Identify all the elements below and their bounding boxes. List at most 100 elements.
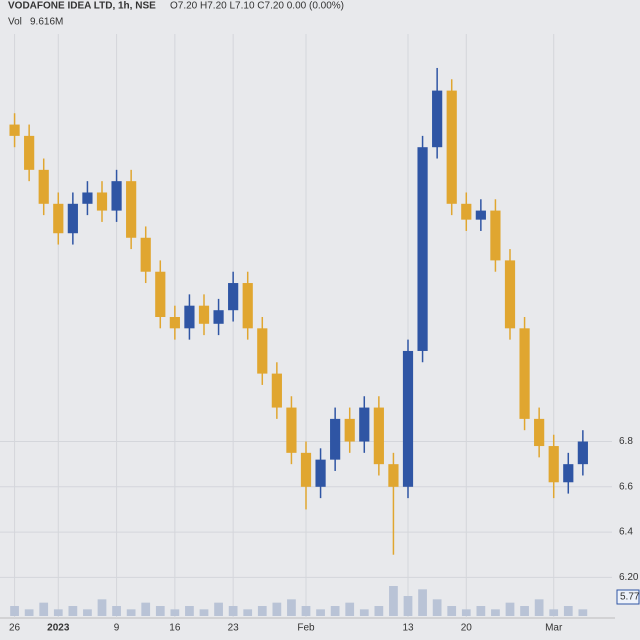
candle-body <box>96 192 108 211</box>
x-tick-label: 2023 <box>47 623 70 634</box>
candle-body <box>417 147 428 351</box>
candle-body <box>67 203 78 234</box>
candle-body <box>53 203 64 234</box>
volume-bar <box>374 606 384 616</box>
candle-body <box>330 418 341 460</box>
volume-bar <box>228 606 238 616</box>
volume-bar <box>476 606 486 616</box>
candle-body <box>213 310 224 324</box>
candle-body <box>257 328 268 374</box>
volume-bar <box>549 609 559 616</box>
candle-body <box>9 124 20 136</box>
candle-body <box>475 210 486 220</box>
y-tick-label: 6.6 <box>619 481 633 492</box>
volume-bar <box>83 609 92 616</box>
volume-bar <box>345 602 355 616</box>
candle-body <box>300 452 312 487</box>
volume-bar <box>272 602 282 616</box>
candle-body <box>432 90 443 148</box>
volume-bar <box>10 606 19 616</box>
candle-body <box>534 418 545 447</box>
candle-body <box>461 203 472 220</box>
x-tick-label: Feb <box>297 623 315 634</box>
volume-bar <box>563 606 573 616</box>
candle-body <box>271 373 282 408</box>
volume-bar <box>491 609 500 616</box>
volume-bar <box>53 609 63 616</box>
volume-bar <box>155 606 165 616</box>
x-tick-label: 13 <box>402 623 414 634</box>
y-tick-label: 6.4 <box>619 527 633 538</box>
volume-bar <box>534 599 544 616</box>
volume-bar <box>39 602 49 616</box>
candle-body <box>140 237 151 272</box>
volume-bar <box>24 609 34 616</box>
candle-body <box>577 441 588 465</box>
volume-bar <box>578 609 588 616</box>
candle-body <box>126 181 137 238</box>
volume-bar <box>330 606 340 616</box>
x-tick-label: 20 <box>461 623 473 634</box>
candle-body <box>446 90 457 204</box>
candle-body <box>388 464 399 487</box>
volume-bar <box>287 599 296 616</box>
candle-body <box>548 446 559 483</box>
candle-body <box>519 328 530 419</box>
volume-bar <box>301 606 311 616</box>
candle-body <box>155 271 166 317</box>
volume-bar <box>243 609 253 616</box>
candle-body <box>111 181 122 211</box>
candle-body <box>315 459 326 487</box>
volume-bar <box>432 599 442 616</box>
price-tag: 5.77 <box>620 592 640 603</box>
volume-bar <box>403 596 413 616</box>
x-tick-label: 9 <box>114 623 120 634</box>
candle-body <box>563 464 574 483</box>
x-tick-label: Mar <box>545 623 563 634</box>
candle-body <box>490 210 501 261</box>
candle-body <box>286 407 297 453</box>
volume-bar <box>68 606 78 616</box>
volume-bar <box>112 606 121 616</box>
price-tag-box <box>616 589 640 605</box>
candle-body <box>24 135 35 170</box>
volume-bar <box>199 609 209 616</box>
candle-body <box>228 283 239 311</box>
candle-body <box>198 305 210 324</box>
candle-body <box>344 418 355 442</box>
candle-body <box>373 407 384 465</box>
volume-bar <box>126 609 136 616</box>
x-tick-label: 26 <box>9 623 21 634</box>
volume-value: 9.616M <box>30 17 63 28</box>
candle-body <box>169 317 180 329</box>
volume-bar <box>257 606 267 616</box>
volume-label: Vol <box>8 17 22 28</box>
volume-bar <box>359 609 369 616</box>
candle-body <box>38 169 49 204</box>
x-tick-label: 16 <box>169 623 181 634</box>
volume-bar <box>141 602 151 616</box>
candle-body <box>184 305 195 329</box>
volume-bar <box>316 609 325 616</box>
chart-title: VODAFONE IDEA LTD, 1h, NSE <box>8 1 156 12</box>
volume-bar <box>461 609 471 616</box>
candle-body <box>82 192 93 204</box>
volume-bar <box>418 589 427 616</box>
volume-bar <box>505 602 515 616</box>
volume-bar <box>185 606 194 616</box>
ohlc-legend: O7.20 H7.20 L7.10 C7.20 0.00 (0.00%) <box>170 1 344 12</box>
candle-body <box>402 350 414 487</box>
volume-bar <box>97 599 107 616</box>
y-tick-label: 6.8 <box>619 436 633 447</box>
volume-bar <box>214 602 223 616</box>
candle-body <box>242 283 253 329</box>
candle-body <box>359 407 370 442</box>
volume-bar <box>447 606 457 616</box>
volume-bar <box>520 606 529 616</box>
volume-bar <box>170 609 180 616</box>
y-tick-label: 6.20 <box>619 572 639 583</box>
candle-body <box>504 260 516 329</box>
volume-bar <box>389 586 398 616</box>
